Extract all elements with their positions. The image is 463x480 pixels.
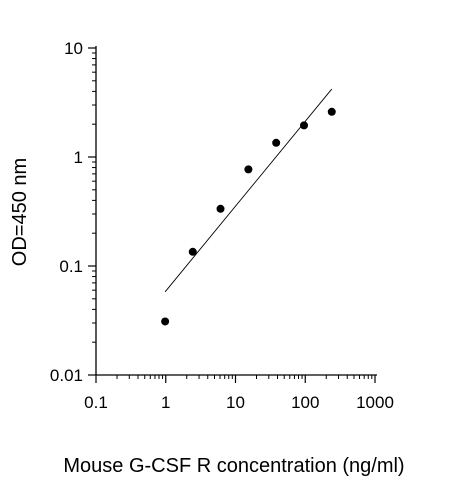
axes [88, 46, 377, 383]
data-point [300, 121, 309, 130]
y-tick-labels: 0.01 0.1 1 10 [50, 39, 83, 385]
data-point [188, 247, 197, 256]
data-point [272, 138, 281, 147]
x-tick-labels: 0.1 1 10 100 1000 [84, 393, 394, 412]
x-tick-label: 1 [161, 393, 170, 412]
data-point [161, 317, 170, 326]
data-point [244, 165, 253, 174]
y-tick-label: 0.01 [50, 366, 83, 385]
trend-line [164, 88, 333, 293]
plot-area [161, 88, 336, 326]
y-tick-label: 1 [74, 148, 83, 167]
x-tick-label: 100 [291, 393, 319, 412]
data-point [327, 107, 336, 116]
y-axis-title: OD=450 nm [9, 158, 31, 266]
data-point [216, 204, 225, 213]
y-tick-label: 0.1 [59, 257, 83, 276]
x-tick-label: 1000 [356, 393, 394, 412]
x-tick-label: 0.1 [84, 393, 108, 412]
x-tick-label: 10 [226, 393, 245, 412]
x-axis-title: Mouse G-CSF R concentration (ng/ml) [63, 455, 404, 477]
y-tick-label: 10 [64, 39, 83, 58]
